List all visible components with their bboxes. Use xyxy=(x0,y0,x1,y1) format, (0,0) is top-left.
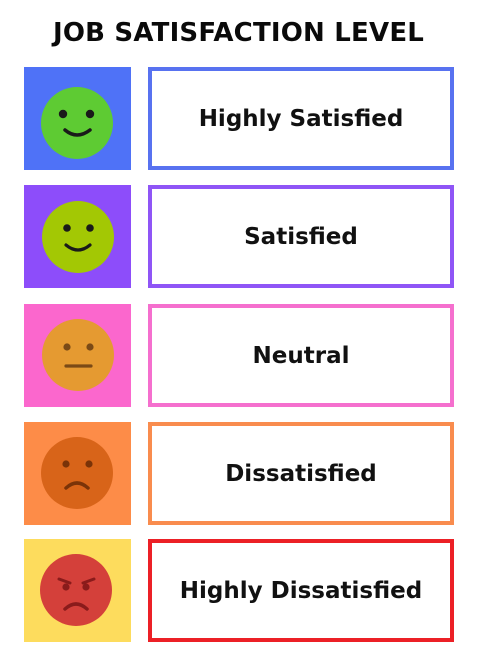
level-tile xyxy=(24,539,131,642)
level-label-box: Satisfied xyxy=(148,185,454,288)
level-row-neutral: Neutral xyxy=(24,304,454,407)
page-title: JOB SATISFACTION LEVEL xyxy=(52,18,425,48)
level-label: Neutral xyxy=(252,342,350,369)
level-label: Satisfied xyxy=(244,223,358,250)
very-happy-face-icon xyxy=(24,67,131,170)
level-label-box: Dissatisfied xyxy=(148,422,454,525)
level-label-box: Highly Satisfied xyxy=(148,67,454,170)
level-tile xyxy=(24,185,131,288)
neutral-face-icon xyxy=(24,304,131,407)
level-row-highly-dissatisfied: Highly Dissatisfied xyxy=(24,539,454,642)
level-tile xyxy=(24,304,131,407)
happy-face-icon xyxy=(24,185,131,288)
level-row-dissatisfied: Dissatisfied xyxy=(24,422,454,525)
level-label: Highly Satisfied xyxy=(198,105,404,132)
level-row-satisfied: Satisfied xyxy=(24,185,454,288)
angry-face-icon xyxy=(24,539,131,642)
sad-face-icon xyxy=(24,422,131,525)
level-label-box: Neutral xyxy=(148,304,454,407)
level-tile xyxy=(24,67,131,170)
level-row-highly-satisfied: Highly Satisfied xyxy=(24,67,454,170)
level-label: Highly Dissatisfied xyxy=(179,577,423,604)
level-label: Dissatisfied xyxy=(225,460,377,487)
level-tile xyxy=(24,422,131,525)
level-label-box: Highly Dissatisfied xyxy=(148,539,454,642)
